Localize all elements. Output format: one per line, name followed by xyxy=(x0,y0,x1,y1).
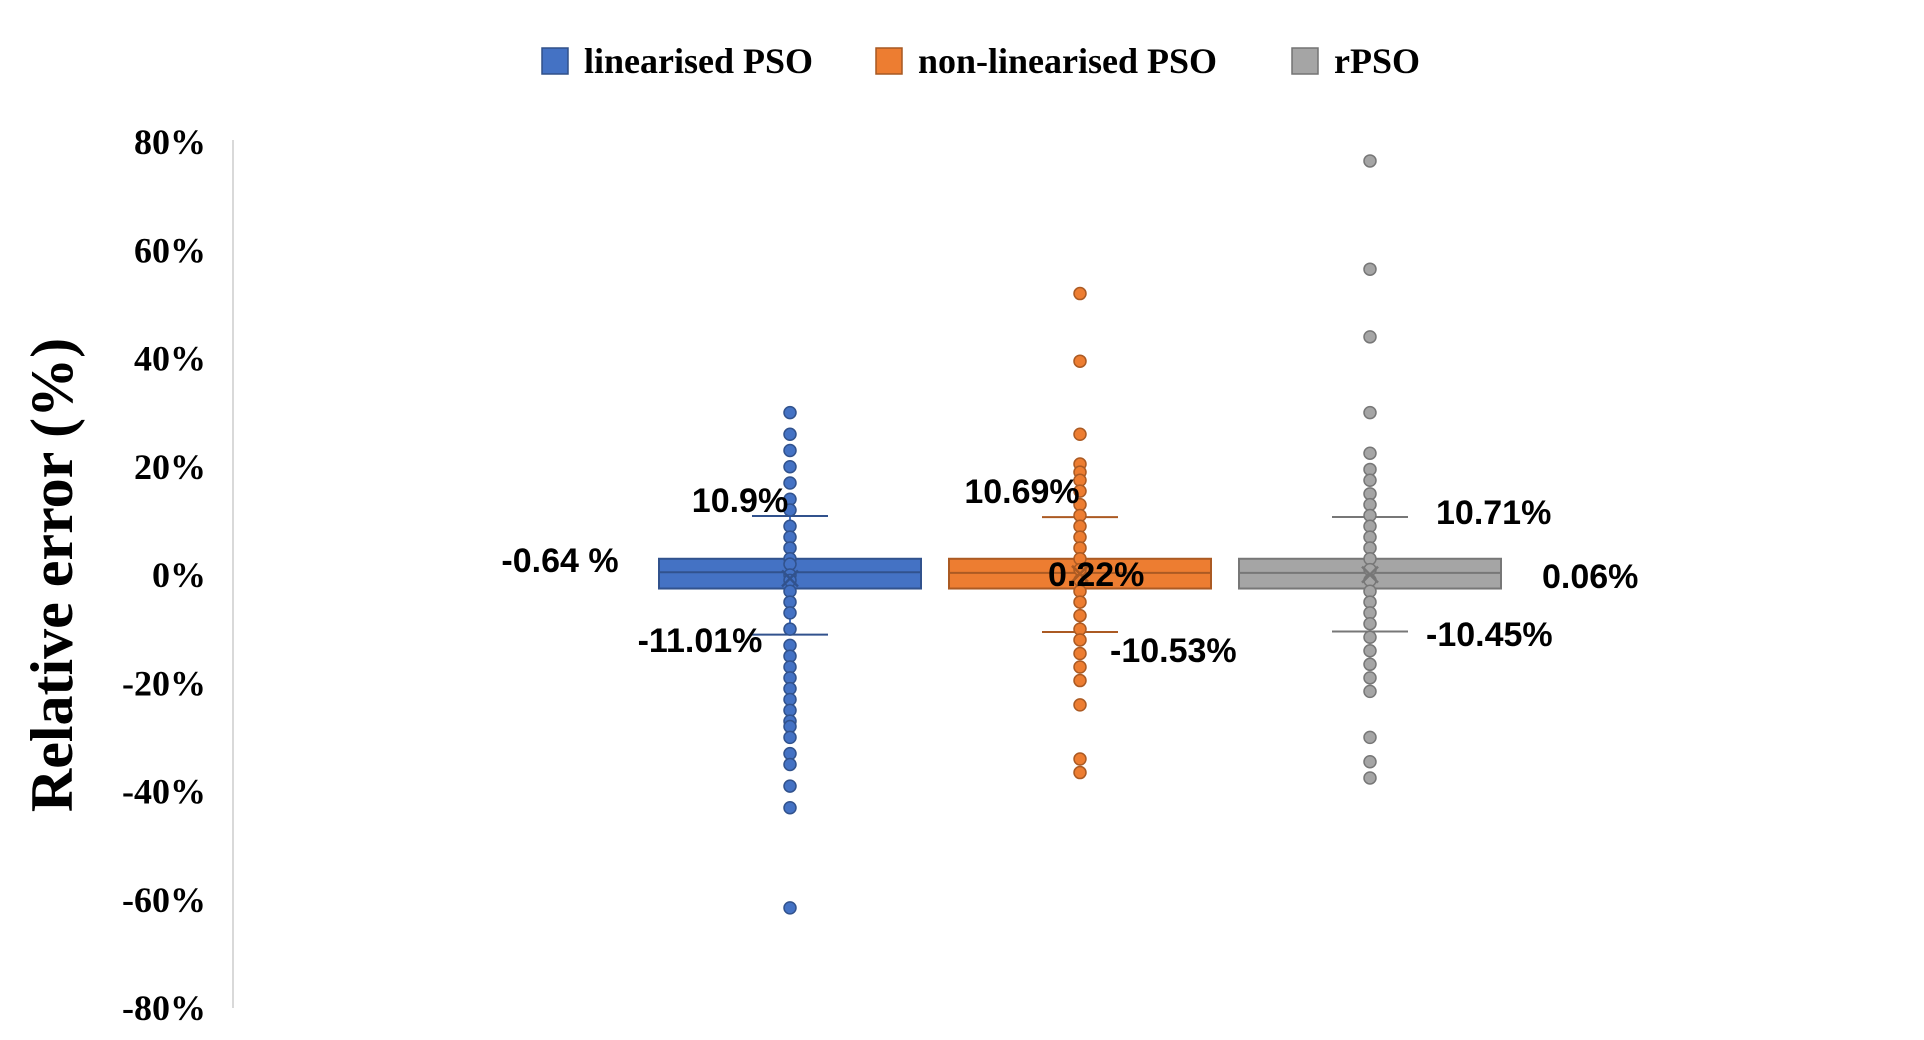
outlier-point xyxy=(1073,633,1087,647)
outlier-point xyxy=(783,757,797,772)
legend-item: non-linearised PSO xyxy=(875,41,1217,81)
outlier-point xyxy=(1073,752,1087,766)
outlier-point xyxy=(1363,630,1377,644)
outlier-point xyxy=(1363,671,1377,685)
outlier-point xyxy=(1363,446,1377,460)
mean-marker xyxy=(1361,565,1379,584)
annotation-lower: -10.45% xyxy=(1426,616,1553,654)
outlier-point xyxy=(783,779,797,793)
mean-marker xyxy=(781,569,799,588)
outlier-point xyxy=(1363,771,1377,785)
y-tick-label: 20% xyxy=(134,447,206,487)
y-axis-ticks: -80% -60% -40% -20% 0% 20% 40% 60% 80% xyxy=(122,122,206,1028)
outlier-point xyxy=(1363,684,1377,699)
outlier-point xyxy=(1073,646,1087,661)
y-tick-label: 40% xyxy=(134,339,206,379)
outlier-point xyxy=(1073,354,1087,368)
outlier-point xyxy=(1363,730,1377,745)
y-tick-label: -20% xyxy=(122,663,206,703)
annotation-upper: 10.9% xyxy=(692,482,788,520)
legend: linearised PSO non-linearised PSO rPSO xyxy=(541,41,1420,81)
outlier-point xyxy=(783,800,797,815)
outlier-point xyxy=(1073,673,1087,688)
legend-item: rPSO xyxy=(1291,41,1420,81)
outlier-point xyxy=(1363,644,1377,658)
y-tick-label: -80% xyxy=(122,988,206,1028)
outlier-point xyxy=(783,622,797,636)
outlier-point xyxy=(1073,698,1087,712)
mean-marker xyxy=(1071,564,1089,583)
outlier-point xyxy=(1363,616,1377,631)
outlier-point xyxy=(1073,286,1087,301)
box-series: 10.71% -10.45% 0.06% xyxy=(1238,154,1638,785)
outlier-point xyxy=(783,606,797,620)
outlier-point xyxy=(783,443,797,458)
y-tick-label: -60% xyxy=(122,880,206,920)
outlier-point xyxy=(1073,765,1087,780)
annotation-mean: 0.06% xyxy=(1542,558,1638,596)
annotation-mean: 0.22% xyxy=(1048,556,1144,594)
y-tick-label: 60% xyxy=(134,230,206,270)
legend-label: non-linearised PSO xyxy=(918,41,1217,81)
outlier-point xyxy=(1363,473,1377,488)
outlier-point xyxy=(1363,262,1377,276)
box-series: 10.69% -10.53% 0.22% xyxy=(948,286,1237,780)
legend-swatch xyxy=(541,47,569,75)
outlier-point xyxy=(783,476,797,490)
annotation-lower: -10.53% xyxy=(1110,632,1237,670)
annotation-upper: 10.71% xyxy=(1436,494,1551,532)
y-tick-label: 0% xyxy=(152,555,206,595)
legend-swatch xyxy=(875,47,903,75)
outlier-point xyxy=(1073,484,1087,498)
annotation-mean: -0.64 % xyxy=(501,542,618,580)
y-tick-label: 80% xyxy=(134,122,206,162)
outlier-point xyxy=(1073,595,1087,609)
outlier-point xyxy=(1363,657,1377,672)
annotation-lower: -11.01% xyxy=(638,622,763,660)
outlier-point xyxy=(1363,154,1377,168)
outlier-point xyxy=(783,730,797,745)
legend-label: linearised PSO xyxy=(584,41,813,81)
outlier-point xyxy=(1363,405,1377,420)
outlier-point xyxy=(783,503,797,517)
y-axis-title: Relative error (%) xyxy=(19,338,85,812)
plot-area: 10.9%-11.01%-0.64 %10.69%-10.53%0.22%10.… xyxy=(501,154,1638,915)
legend-label: rPSO xyxy=(1334,41,1420,81)
outlier-point xyxy=(783,460,797,474)
outlier-point xyxy=(1073,660,1087,674)
outlier-point xyxy=(1363,754,1377,769)
annotation-upper: 10.69% xyxy=(964,473,1079,511)
outlier-point xyxy=(783,427,797,442)
outlier-point xyxy=(783,405,797,420)
legend-item: linearised PSO xyxy=(541,41,813,81)
outlier-point xyxy=(1073,427,1087,442)
outlier-point xyxy=(1073,608,1087,623)
y-tick-label: -40% xyxy=(122,772,206,812)
outlier-point xyxy=(1363,330,1377,344)
legend-swatch xyxy=(1291,47,1319,75)
box-series: 10.9% -11.01% -0.64 % xyxy=(501,405,922,915)
outlier-point xyxy=(783,901,797,915)
